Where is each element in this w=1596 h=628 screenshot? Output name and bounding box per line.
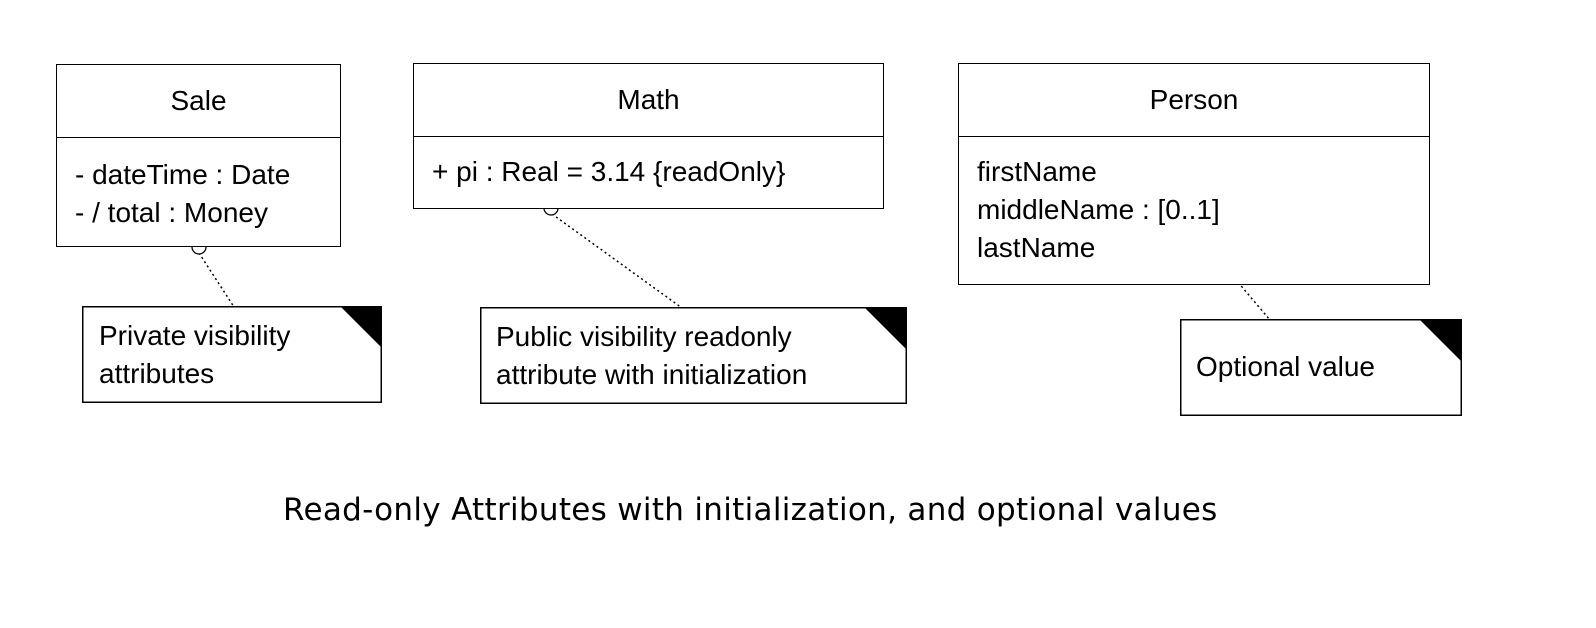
note-math: Public visibility readonly attribute wit…: [480, 307, 907, 404]
note-line: attribute with initialization: [496, 359, 808, 390]
note-frame: [480, 307, 907, 404]
note-line: attributes: [99, 358, 215, 389]
note-math-text: Public visibility readonly attribute wit…: [496, 318, 807, 394]
note-line: Private visibility: [99, 320, 291, 351]
note-person-text: Optional value: [1196, 348, 1375, 386]
note-line: Optional value: [1196, 351, 1376, 382]
class-sale-attribute: - / total : Money: [75, 197, 268, 228]
class-person: Person firstName middleName : [0..1] las…: [958, 63, 1430, 285]
class-math-attributes: + pi : Real = 3.14 {readOnly}: [414, 137, 883, 191]
math-note-connector: [551, 213, 683, 309]
note-person: Optional value: [1180, 319, 1462, 416]
class-sale-name: Sale: [57, 65, 340, 138]
folded-corner-icon: [865, 308, 906, 349]
note-sale: Private visibility attributes: [82, 306, 382, 403]
class-math: Math + pi : Real = 3.14 {readOnly}: [413, 63, 884, 209]
folded-corner-icon: [1420, 320, 1461, 361]
note-frame: [82, 306, 382, 403]
class-person-attribute: lastName: [977, 232, 1096, 263]
class-person-attribute: firstName: [977, 156, 1097, 187]
class-math-attribute: + pi : Real = 3.14 {readOnly}: [432, 156, 786, 187]
note-frame: [1180, 319, 1462, 416]
class-sale-attribute: - dateTime : Date: [75, 159, 291, 190]
folded-corner-icon: [341, 307, 381, 347]
sale-note-connector: [198, 252, 235, 308]
class-math-name: Math: [414, 64, 883, 137]
note-sale-text: Private visibility attributes: [99, 317, 290, 393]
class-sale: Sale - dateTime : Date - / total : Money: [56, 64, 341, 247]
class-sale-attributes: - dateTime : Date - / total : Money: [57, 138, 340, 232]
class-person-name: Person: [959, 64, 1429, 137]
class-person-attributes: firstName middleName : [0..1] lastName: [959, 137, 1429, 267]
class-person-attribute: middleName : [0..1]: [977, 194, 1220, 225]
note-line: Public visibility readonly: [496, 321, 792, 352]
diagram-caption: Read-only Attributes with initialization…: [283, 492, 1218, 528]
